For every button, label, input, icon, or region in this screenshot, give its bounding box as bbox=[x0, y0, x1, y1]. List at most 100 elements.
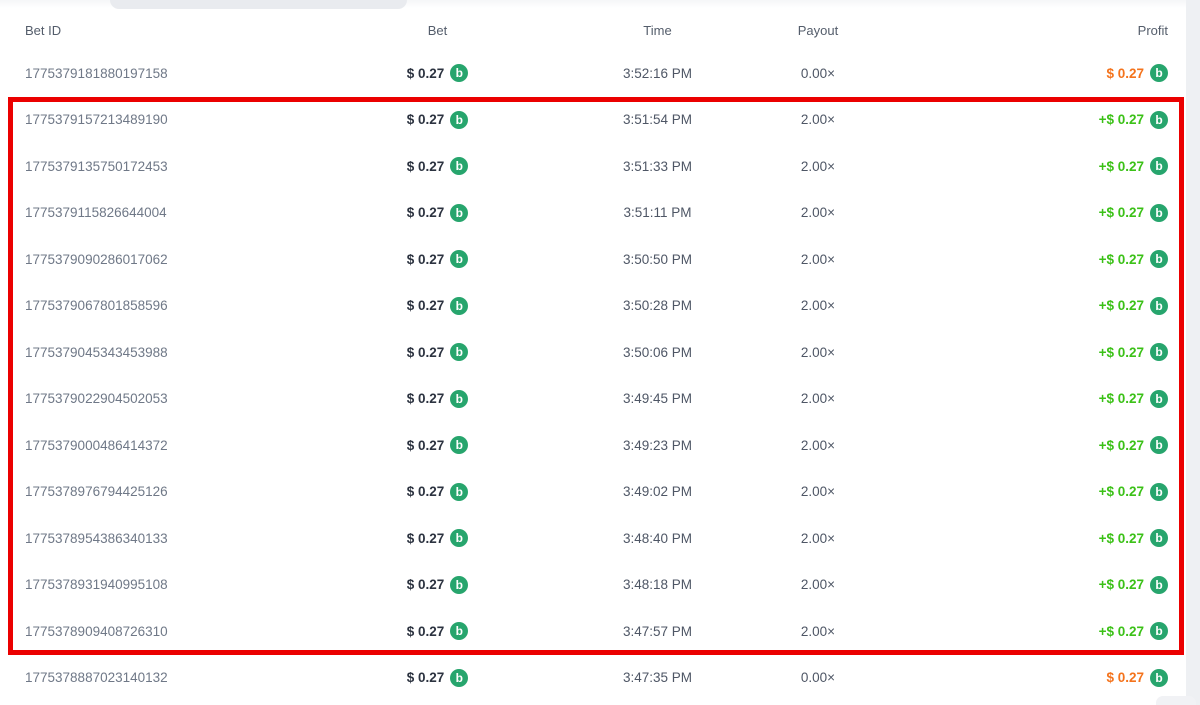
bet-id-value: 1775379067801858596 bbox=[25, 298, 168, 314]
profit-amount-value: +$ 0.27 bbox=[1098, 623, 1144, 639]
bc-coin-icon: b bbox=[450, 64, 469, 83]
bet-time-value: 3:51:54 PM bbox=[622, 112, 693, 128]
profit-amount-value: +$ 0.27 bbox=[1098, 577, 1144, 593]
right-edge-gutter bbox=[1186, 0, 1200, 705]
table-row[interactable]: 1775379135750172453 $ 0.27 b 3:51:33 PM … bbox=[0, 143, 1200, 190]
bottom-right-element-edge bbox=[1156, 696, 1196, 705]
bet-id-value: 1775379045343453988 bbox=[25, 344, 168, 360]
table-row[interactable]: 1775378909408726310 $ 0.27 b 3:47:57 PM … bbox=[0, 608, 1200, 655]
bet-time-value: 3:48:18 PM bbox=[622, 577, 693, 593]
payout-multiplier-value: 2.00× bbox=[800, 530, 836, 546]
bc-coin-icon: b bbox=[1150, 250, 1168, 269]
payout-multiplier-value: 0.00× bbox=[800, 65, 836, 81]
bc-coin-icon: b bbox=[1150, 157, 1168, 176]
profit-amount-value: +$ 0.27 bbox=[1098, 344, 1144, 360]
table-row[interactable]: 1775379115826644004 $ 0.27 b 3:51:11 PM … bbox=[0, 190, 1200, 237]
table-row[interactable]: 1775379181880197158 $ 0.27 b 3:52:16 PM … bbox=[0, 50, 1200, 97]
payout-multiplier-value: 2.00× bbox=[800, 344, 836, 360]
bc-coin-icon: b bbox=[1150, 64, 1168, 83]
table-row[interactable]: 1775378976794425126 $ 0.27 b 3:49:02 PM … bbox=[0, 469, 1200, 516]
bet-id-value: 1775378954386340133 bbox=[25, 530, 168, 546]
profit-amount: +$ 0.27 b bbox=[856, 296, 1168, 315]
bet-amount-value: $ 0.27 bbox=[406, 484, 445, 500]
bet-time-value: 3:49:45 PM bbox=[622, 391, 693, 407]
bet-id-value: 1775379115826644004 bbox=[25, 205, 167, 221]
payout-multiplier-value: 2.00× bbox=[800, 437, 836, 453]
bc-coin-icon: b bbox=[450, 436, 469, 455]
table-row[interactable]: 1775379045343453988 $ 0.27 b 3:50:06 PM … bbox=[0, 329, 1200, 376]
bet-amount: $ 0.27 b bbox=[340, 343, 535, 362]
payout-multiplier-value: 2.00× bbox=[800, 251, 836, 267]
profit-amount: $ 0.27 b bbox=[856, 64, 1168, 83]
bet-id-value: 1775378909408726310 bbox=[25, 623, 168, 639]
bc-coin-icon: b bbox=[450, 622, 469, 641]
table-row[interactable]: 1775379000486414372 $ 0.27 b 3:49:23 PM … bbox=[0, 422, 1200, 469]
table-row[interactable]: 1775378931940995108 $ 0.27 b 3:48:18 PM … bbox=[0, 562, 1200, 609]
table-row[interactable]: 1775379067801858596 $ 0.27 b 3:50:28 PM … bbox=[0, 283, 1200, 330]
profit-amount: +$ 0.27 b bbox=[856, 250, 1168, 269]
profit-amount-value: +$ 0.27 bbox=[1098, 391, 1144, 407]
column-header-bet-id: Bet ID bbox=[25, 22, 62, 38]
payout-multiplier-value: 2.00× bbox=[800, 112, 836, 128]
bc-coin-icon: b bbox=[450, 389, 469, 408]
bc-coin-icon: b bbox=[450, 575, 469, 594]
payout-multiplier-value: 2.00× bbox=[800, 623, 836, 639]
payout-multiplier-value: 2.00× bbox=[800, 484, 836, 500]
bc-coin-icon: b bbox=[450, 203, 469, 222]
bet-amount-value: $ 0.27 bbox=[406, 437, 445, 453]
bc-coin-icon: b bbox=[1150, 622, 1168, 641]
bet-amount: $ 0.27 b bbox=[340, 529, 535, 548]
payout-multiplier-value: 0.00× bbox=[800, 670, 836, 686]
bet-id-value: 1775379157213489190 bbox=[25, 112, 168, 128]
profit-amount-value: +$ 0.27 bbox=[1098, 298, 1144, 314]
bc-coin-icon: b bbox=[1150, 296, 1168, 315]
bet-time-value: 3:51:11 PM bbox=[623, 205, 692, 221]
bet-id-value: 1775379090286017062 bbox=[25, 251, 168, 267]
payout-multiplier-value: 2.00× bbox=[800, 391, 836, 407]
bet-id-value: 1775379181880197158 bbox=[25, 65, 168, 81]
profit-amount: $ 0.27 b bbox=[856, 668, 1168, 687]
bet-time-value: 3:51:33 PM bbox=[622, 158, 693, 174]
bet-amount-value: $ 0.27 bbox=[406, 344, 445, 360]
payout-multiplier-value: 2.00× bbox=[800, 205, 836, 221]
bc-coin-icon: b bbox=[1150, 436, 1168, 455]
bc-coin-icon: b bbox=[450, 529, 469, 548]
table-row[interactable]: 1775379090286017062 $ 0.27 b 3:50:50 PM … bbox=[0, 236, 1200, 283]
profit-amount: +$ 0.27 b bbox=[856, 529, 1168, 548]
payout-multiplier-value: 2.00× bbox=[800, 298, 836, 314]
profit-amount: +$ 0.27 b bbox=[856, 203, 1168, 222]
bet-id-value: 1775378887023140132 bbox=[25, 670, 168, 686]
column-header-payout: Payout bbox=[797, 22, 839, 38]
bet-time-value: 3:52:16 PM bbox=[622, 65, 693, 81]
bet-time-value: 3:49:23 PM bbox=[622, 437, 693, 453]
bet-amount-value: $ 0.27 bbox=[406, 112, 445, 128]
table-row[interactable]: 1775379022904502053 $ 0.27 b 3:49:45 PM … bbox=[0, 376, 1200, 423]
bet-id-value: 1775379135750172453 bbox=[25, 158, 168, 174]
bc-coin-icon: b bbox=[450, 110, 469, 129]
bet-amount: $ 0.27 b bbox=[340, 482, 535, 501]
profit-amount: +$ 0.27 b bbox=[856, 110, 1168, 129]
bet-time-value: 3:50:28 PM bbox=[622, 298, 693, 314]
bet-amount-value: $ 0.27 bbox=[406, 577, 445, 593]
bet-amount-value: $ 0.27 bbox=[406, 670, 445, 686]
profit-amount: +$ 0.27 b bbox=[856, 343, 1168, 362]
table-row[interactable]: 1775378954386340133 $ 0.27 b 3:48:40 PM … bbox=[0, 515, 1200, 562]
table-header-row: Bet ID Bet Time Payout Profit bbox=[0, 0, 1200, 50]
bc-coin-icon: b bbox=[1150, 389, 1168, 408]
bet-amount: $ 0.27 b bbox=[340, 250, 535, 269]
bc-coin-icon: b bbox=[450, 296, 469, 315]
bet-amount-value: $ 0.27 bbox=[406, 158, 445, 174]
bc-coin-icon: b bbox=[450, 343, 469, 362]
bet-amount: $ 0.27 b bbox=[340, 296, 535, 315]
bet-amount: $ 0.27 b bbox=[340, 110, 535, 129]
bc-coin-icon: b bbox=[1150, 343, 1168, 362]
table-row[interactable]: 1775379157213489190 $ 0.27 b 3:51:54 PM … bbox=[0, 97, 1200, 144]
top-edge-strip bbox=[0, 0, 1200, 8]
profit-amount-value: +$ 0.27 bbox=[1098, 251, 1144, 267]
bet-amount-value: $ 0.27 bbox=[406, 298, 445, 314]
bet-time-value: 3:47:57 PM bbox=[622, 623, 693, 639]
table-row[interactable]: 1775378887023140132 $ 0.27 b 3:47:35 PM … bbox=[0, 655, 1200, 702]
profit-amount: +$ 0.27 b bbox=[856, 157, 1168, 176]
bc-coin-icon: b bbox=[1150, 203, 1168, 222]
